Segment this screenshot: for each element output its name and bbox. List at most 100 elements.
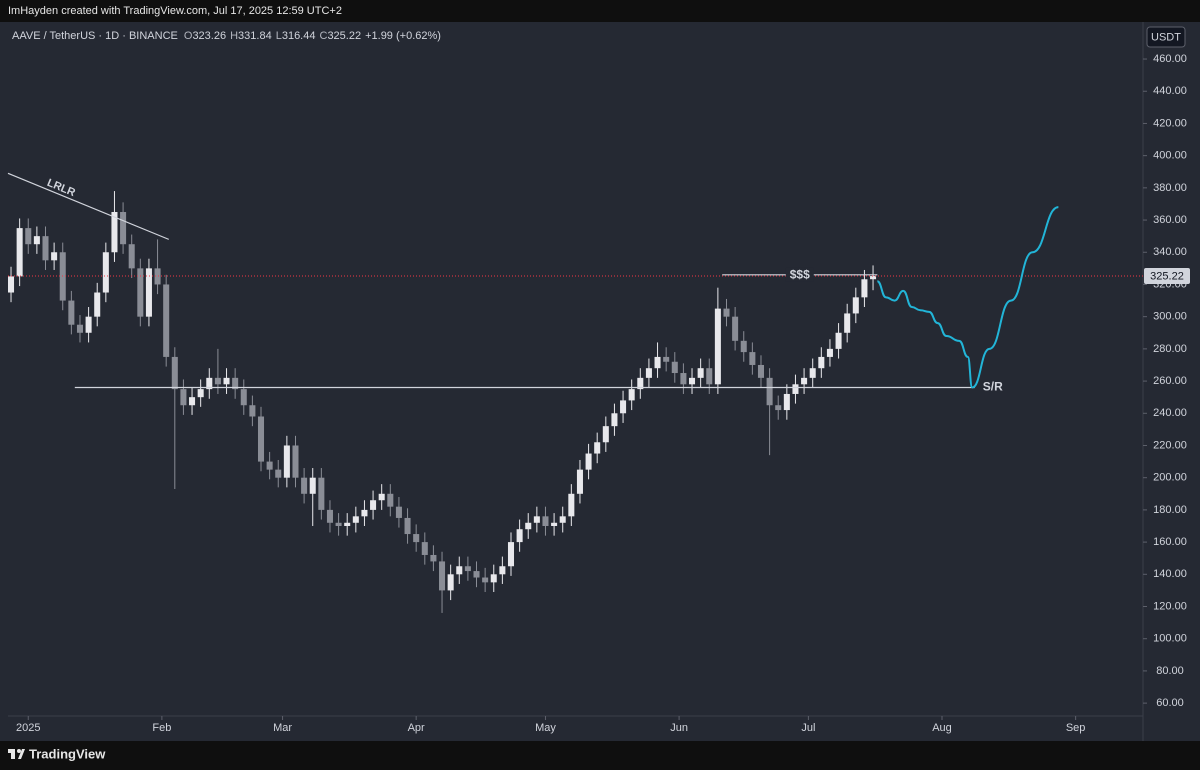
y-tick-label: 220.00 (1153, 439, 1187, 451)
candle-body (533, 516, 540, 523)
candle-body (85, 316, 92, 333)
candle-body (870, 276, 877, 280)
candle-body (8, 276, 15, 293)
candle-body (421, 542, 428, 555)
candle-body (223, 377, 230, 385)
y-tick-label: 400.00 (1153, 150, 1187, 162)
y-tick-label: 380.00 (1153, 182, 1187, 194)
candle-body (16, 228, 23, 277)
y-tick-label: 240.00 (1153, 407, 1187, 419)
candle-body (732, 316, 739, 341)
ohlc-key: C (319, 30, 327, 42)
candle-body (240, 389, 247, 406)
candle-body (111, 212, 118, 253)
candle-body (102, 252, 109, 293)
x-tick-label: Sep (1066, 722, 1086, 734)
candle-body (542, 516, 549, 526)
candle-body (516, 529, 523, 543)
x-tick-label: Apr (408, 722, 425, 734)
candle-body (25, 228, 32, 245)
ohlc-value: 331.84 (238, 30, 272, 42)
candle-body (645, 368, 652, 378)
candle-body (76, 324, 83, 333)
candle-body (257, 416, 265, 462)
y-tick-label: 100.00 (1153, 633, 1187, 645)
brand: TradingView (29, 746, 106, 761)
candle-body (464, 566, 471, 572)
y-tick-label: 120.00 (1153, 600, 1187, 612)
candle-body (120, 212, 127, 245)
y-tick-label: 140.00 (1153, 568, 1187, 580)
candle-body (232, 377, 239, 390)
y-tick-label: 280.00 (1153, 343, 1187, 355)
projection-path (876, 206, 1059, 389)
candle-body (404, 517, 411, 535)
y-tick-label: 460.00 (1153, 53, 1187, 65)
candle-body (42, 236, 49, 261)
line-label: S/R (983, 380, 1003, 394)
y-tick-label: 260.00 (1153, 375, 1187, 387)
candle-body (559, 516, 566, 523)
candle-body (171, 356, 178, 390)
candle-body (335, 522, 342, 526)
candle-body (128, 244, 135, 269)
candle-body (292, 445, 299, 478)
candle-body (301, 477, 308, 494)
y-tick-label: 160.00 (1153, 536, 1187, 548)
y-tick-label: 300.00 (1153, 311, 1187, 323)
candle-body (499, 566, 506, 575)
candle-body (525, 522, 532, 530)
candle-body (275, 469, 282, 478)
last-price-box (1144, 268, 1190, 285)
candle-body (809, 368, 816, 378)
candle-body (826, 348, 833, 357)
drawn-line (7, 172, 169, 240)
candle-body (723, 308, 730, 317)
ohlc-key: L (276, 30, 282, 42)
candle-body (861, 279, 868, 298)
candle-body (714, 308, 721, 385)
x-tick-label: Jun (670, 722, 688, 734)
candle-body (447, 574, 454, 591)
candle-body (163, 284, 170, 357)
candle-body (387, 493, 394, 507)
candle-body (318, 477, 325, 510)
candle-body (792, 384, 799, 394)
candle-body (576, 469, 583, 494)
candle-body (611, 413, 618, 427)
last-price-label: 325.22 (1150, 270, 1184, 282)
candle-body (654, 356, 661, 369)
candle-body (33, 236, 40, 245)
y-tick-label: 200.00 (1153, 472, 1187, 484)
y-tick-label: 60.00 (1156, 697, 1184, 709)
y-tick-label: 340.00 (1153, 246, 1187, 258)
x-tick-label: Jul (801, 722, 815, 734)
change: +1.99 (+0.62%) (365, 30, 441, 42)
ohlc-key: O (184, 30, 193, 42)
currency-label[interactable]: USDT (1151, 31, 1181, 43)
candle-body (370, 500, 377, 510)
line-label: $$$ (790, 267, 810, 281)
candle-body (413, 534, 420, 543)
x-tick-label: Aug (932, 722, 952, 734)
candle-body (689, 377, 696, 385)
candle-body (740, 340, 747, 353)
candle-body (482, 577, 489, 583)
candle-body (680, 373, 687, 385)
candle-body (663, 356, 670, 362)
candle-body (637, 377, 644, 390)
candle-body (214, 377, 221, 385)
candle-body (490, 574, 497, 583)
candle-body (361, 509, 368, 517)
candle-body (602, 426, 609, 443)
y-tick-label: 80.00 (1156, 665, 1184, 677)
x-tick-label: 2025 (16, 722, 40, 734)
symbol-legend: AAVE / TetherUS · 1D · BINANCE O323.26 H33… (12, 30, 441, 42)
candle-body (783, 393, 790, 411)
ohlc-value: 323.26 (192, 30, 226, 42)
candle-body (439, 561, 446, 591)
candle-body (620, 400, 627, 414)
ohlc-value: 325.22 (327, 30, 361, 42)
currency-button[interactable] (1146, 26, 1186, 48)
